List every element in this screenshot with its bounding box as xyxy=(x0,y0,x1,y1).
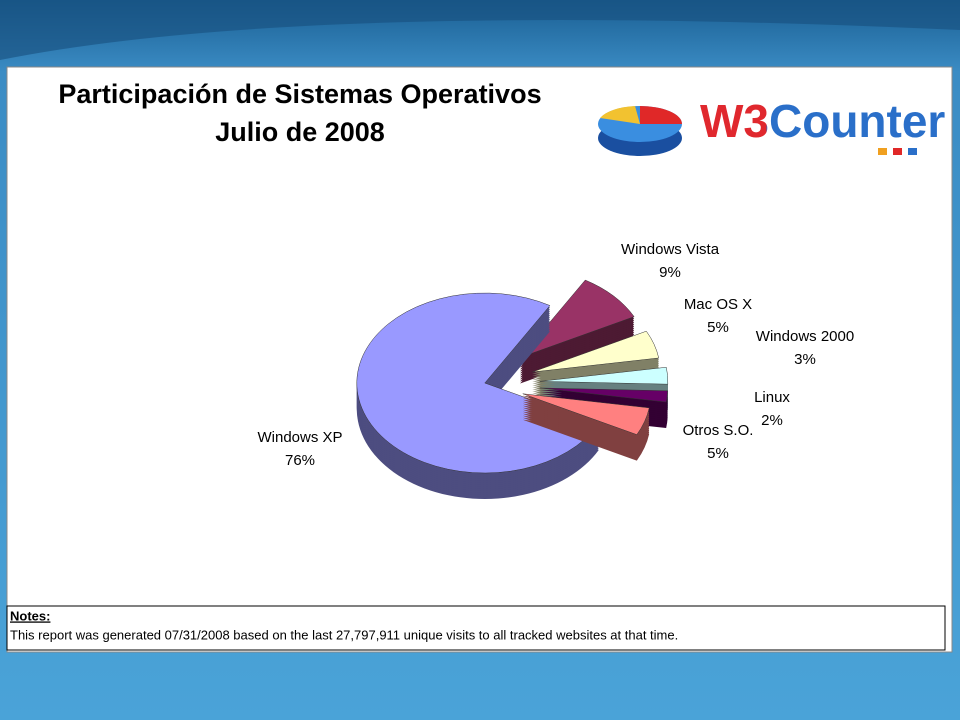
pie xyxy=(356,279,669,500)
value-label: 9% xyxy=(659,264,681,281)
slice-label: Windows Vista xyxy=(621,241,720,258)
notes-box xyxy=(6,605,946,651)
slice-top xyxy=(539,366,669,385)
slice xyxy=(356,292,600,500)
slice-label: Otros S.O. xyxy=(683,422,754,439)
slice-top xyxy=(519,279,635,359)
value-label: 76% xyxy=(285,452,315,469)
chart-subtitle: Julio de 2008 xyxy=(215,117,385,147)
slice-top xyxy=(532,330,660,373)
notes-label: Notes: xyxy=(10,608,50,623)
chart-title: Participación de Sistemas Operativos xyxy=(58,79,541,109)
decor-wave xyxy=(0,0,960,60)
value-label: 3% xyxy=(794,351,816,368)
value-label: 2% xyxy=(761,412,783,429)
slice xyxy=(519,279,635,384)
slice-top xyxy=(539,387,668,403)
slice-label: Linux xyxy=(754,389,790,406)
notes-text: This report was generated 07/31/2008 bas… xyxy=(10,627,678,642)
slice-label: Windows XP xyxy=(257,429,342,446)
value-label: 5% xyxy=(707,319,729,336)
logo-text: W3Counter xyxy=(700,95,945,147)
logo-icon xyxy=(598,106,917,156)
slice-label: Windows 2000 xyxy=(756,328,854,345)
value-label: 5% xyxy=(707,445,729,462)
slice xyxy=(522,393,650,461)
slice-top xyxy=(522,393,650,435)
slice-top xyxy=(356,292,600,474)
slice-label: Mac OS X xyxy=(684,296,752,313)
